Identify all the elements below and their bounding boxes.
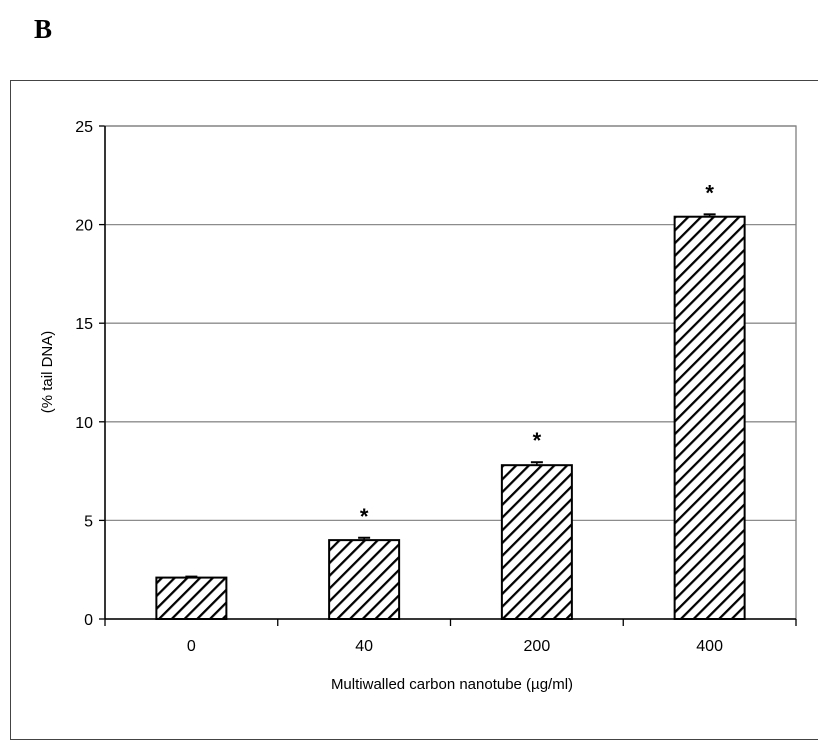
y-tick-label: 25 [75,119,93,136]
bar-chart: 0 5 10 15 20 25 0 40 * 200 * 400 * (% tail DNA) Mult… [39,119,797,693]
x-tick-label: 40 [355,638,373,655]
y-tick-label: 10 [75,415,93,432]
x-axis-title: Multiwalled carbon nanotube (µg/ml) [331,676,573,693]
bar [155,576,228,621]
significance-marker: * [705,180,714,205]
y-tick-label: 5 [84,513,93,530]
y-tick-label: 20 [75,218,93,235]
bar [328,539,401,620]
y-tick-label: 15 [75,316,93,333]
panel-label: B [34,14,53,44]
x-tick-label: 0 [187,638,196,655]
y-axis-title: (% tail DNA) [39,331,56,414]
significance-marker: * [360,504,369,529]
bar [673,215,746,620]
x-tick-label: 200 [524,638,551,655]
bar [500,464,573,620]
significance-marker: * [533,428,542,453]
y-tick-label: 0 [84,612,93,629]
x-tick-label: 400 [696,638,723,655]
